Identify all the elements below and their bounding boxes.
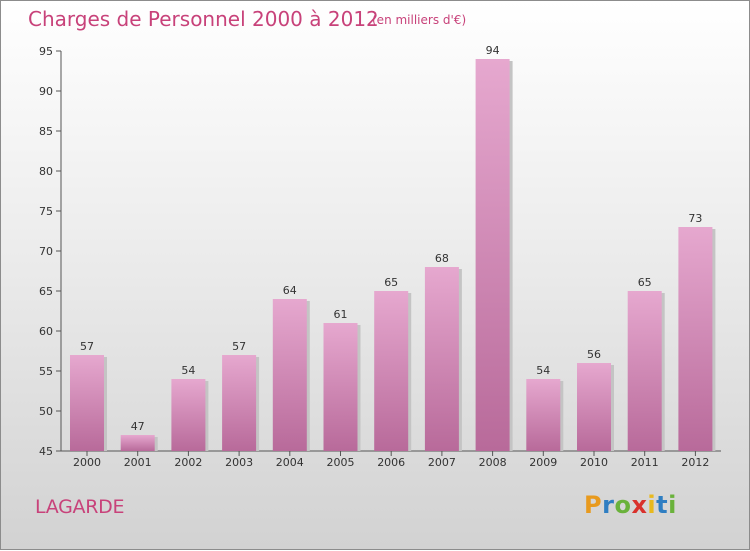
logo-letter: r bbox=[602, 491, 615, 519]
bar bbox=[323, 323, 358, 451]
bar bbox=[526, 379, 561, 451]
x-tick-label: 2012 bbox=[681, 456, 709, 469]
bar-value-label: 94 bbox=[486, 44, 500, 57]
bar-value-label: 47 bbox=[131, 420, 145, 433]
y-tick-label: 80 bbox=[39, 165, 53, 178]
bar bbox=[627, 291, 662, 451]
y-tick-label: 65 bbox=[39, 285, 53, 298]
bar-value-label: 56 bbox=[587, 348, 601, 361]
y-tick-label: 90 bbox=[39, 85, 53, 98]
x-tick-label: 2002 bbox=[174, 456, 202, 469]
x-tick-label: 2003 bbox=[225, 456, 253, 469]
bar-value-label: 57 bbox=[80, 340, 94, 353]
logo-letter: t bbox=[656, 491, 669, 519]
x-tick-label: 2010 bbox=[580, 456, 608, 469]
y-tick-label: 45 bbox=[39, 445, 53, 458]
y-tick-label: 50 bbox=[39, 405, 53, 418]
bar-value-label: 65 bbox=[384, 276, 398, 289]
bar bbox=[577, 363, 611, 451]
chart-subtitle: (en milliers d'€) bbox=[372, 13, 467, 27]
logo-letter: i bbox=[668, 491, 677, 519]
x-tick-label: 2011 bbox=[631, 456, 659, 469]
place-name: LAGARDE bbox=[35, 496, 125, 518]
bar bbox=[272, 299, 307, 451]
y-tick-label: 55 bbox=[39, 365, 53, 378]
bar bbox=[424, 267, 459, 451]
x-tick-label: 2007 bbox=[428, 456, 456, 469]
proxiti-logo: Proxiti bbox=[584, 491, 677, 519]
bar-value-label: 54 bbox=[181, 364, 195, 377]
bar-value-label: 73 bbox=[688, 212, 702, 225]
bar bbox=[475, 59, 510, 451]
x-tick-label: 2004 bbox=[276, 456, 304, 469]
bar-value-label: 65 bbox=[638, 276, 652, 289]
y-tick-label: 60 bbox=[39, 325, 53, 338]
bar bbox=[678, 227, 713, 451]
bar-value-label: 54 bbox=[536, 364, 550, 377]
bar-value-label: 61 bbox=[334, 308, 348, 321]
bar bbox=[374, 291, 409, 451]
logo-letter: o bbox=[614, 491, 632, 519]
bar bbox=[222, 355, 257, 451]
logo-letter: i bbox=[647, 491, 657, 519]
x-tick-label: 2009 bbox=[529, 456, 557, 469]
bar-value-label: 64 bbox=[283, 284, 297, 297]
bar-value-label: 68 bbox=[435, 252, 449, 265]
bar bbox=[171, 379, 206, 451]
logo-letter: x bbox=[631, 491, 648, 519]
bar bbox=[70, 355, 104, 451]
x-tick-label: 2001 bbox=[124, 456, 152, 469]
y-tick-label: 85 bbox=[39, 125, 53, 138]
x-tick-label: 2005 bbox=[327, 456, 355, 469]
logo-letter: P bbox=[584, 491, 603, 519]
y-tick-label: 75 bbox=[39, 205, 53, 218]
bar bbox=[120, 435, 155, 451]
chart-title: Charges de Personnel 2000 à 2012 bbox=[28, 7, 379, 31]
bar-value-label: 57 bbox=[232, 340, 246, 353]
x-tick-label: 2000 bbox=[73, 456, 101, 469]
x-tick-label: 2006 bbox=[377, 456, 405, 469]
y-tick-label: 70 bbox=[39, 245, 53, 258]
x-tick-label: 2008 bbox=[479, 456, 507, 469]
y-tick-label: 95 bbox=[39, 45, 53, 58]
